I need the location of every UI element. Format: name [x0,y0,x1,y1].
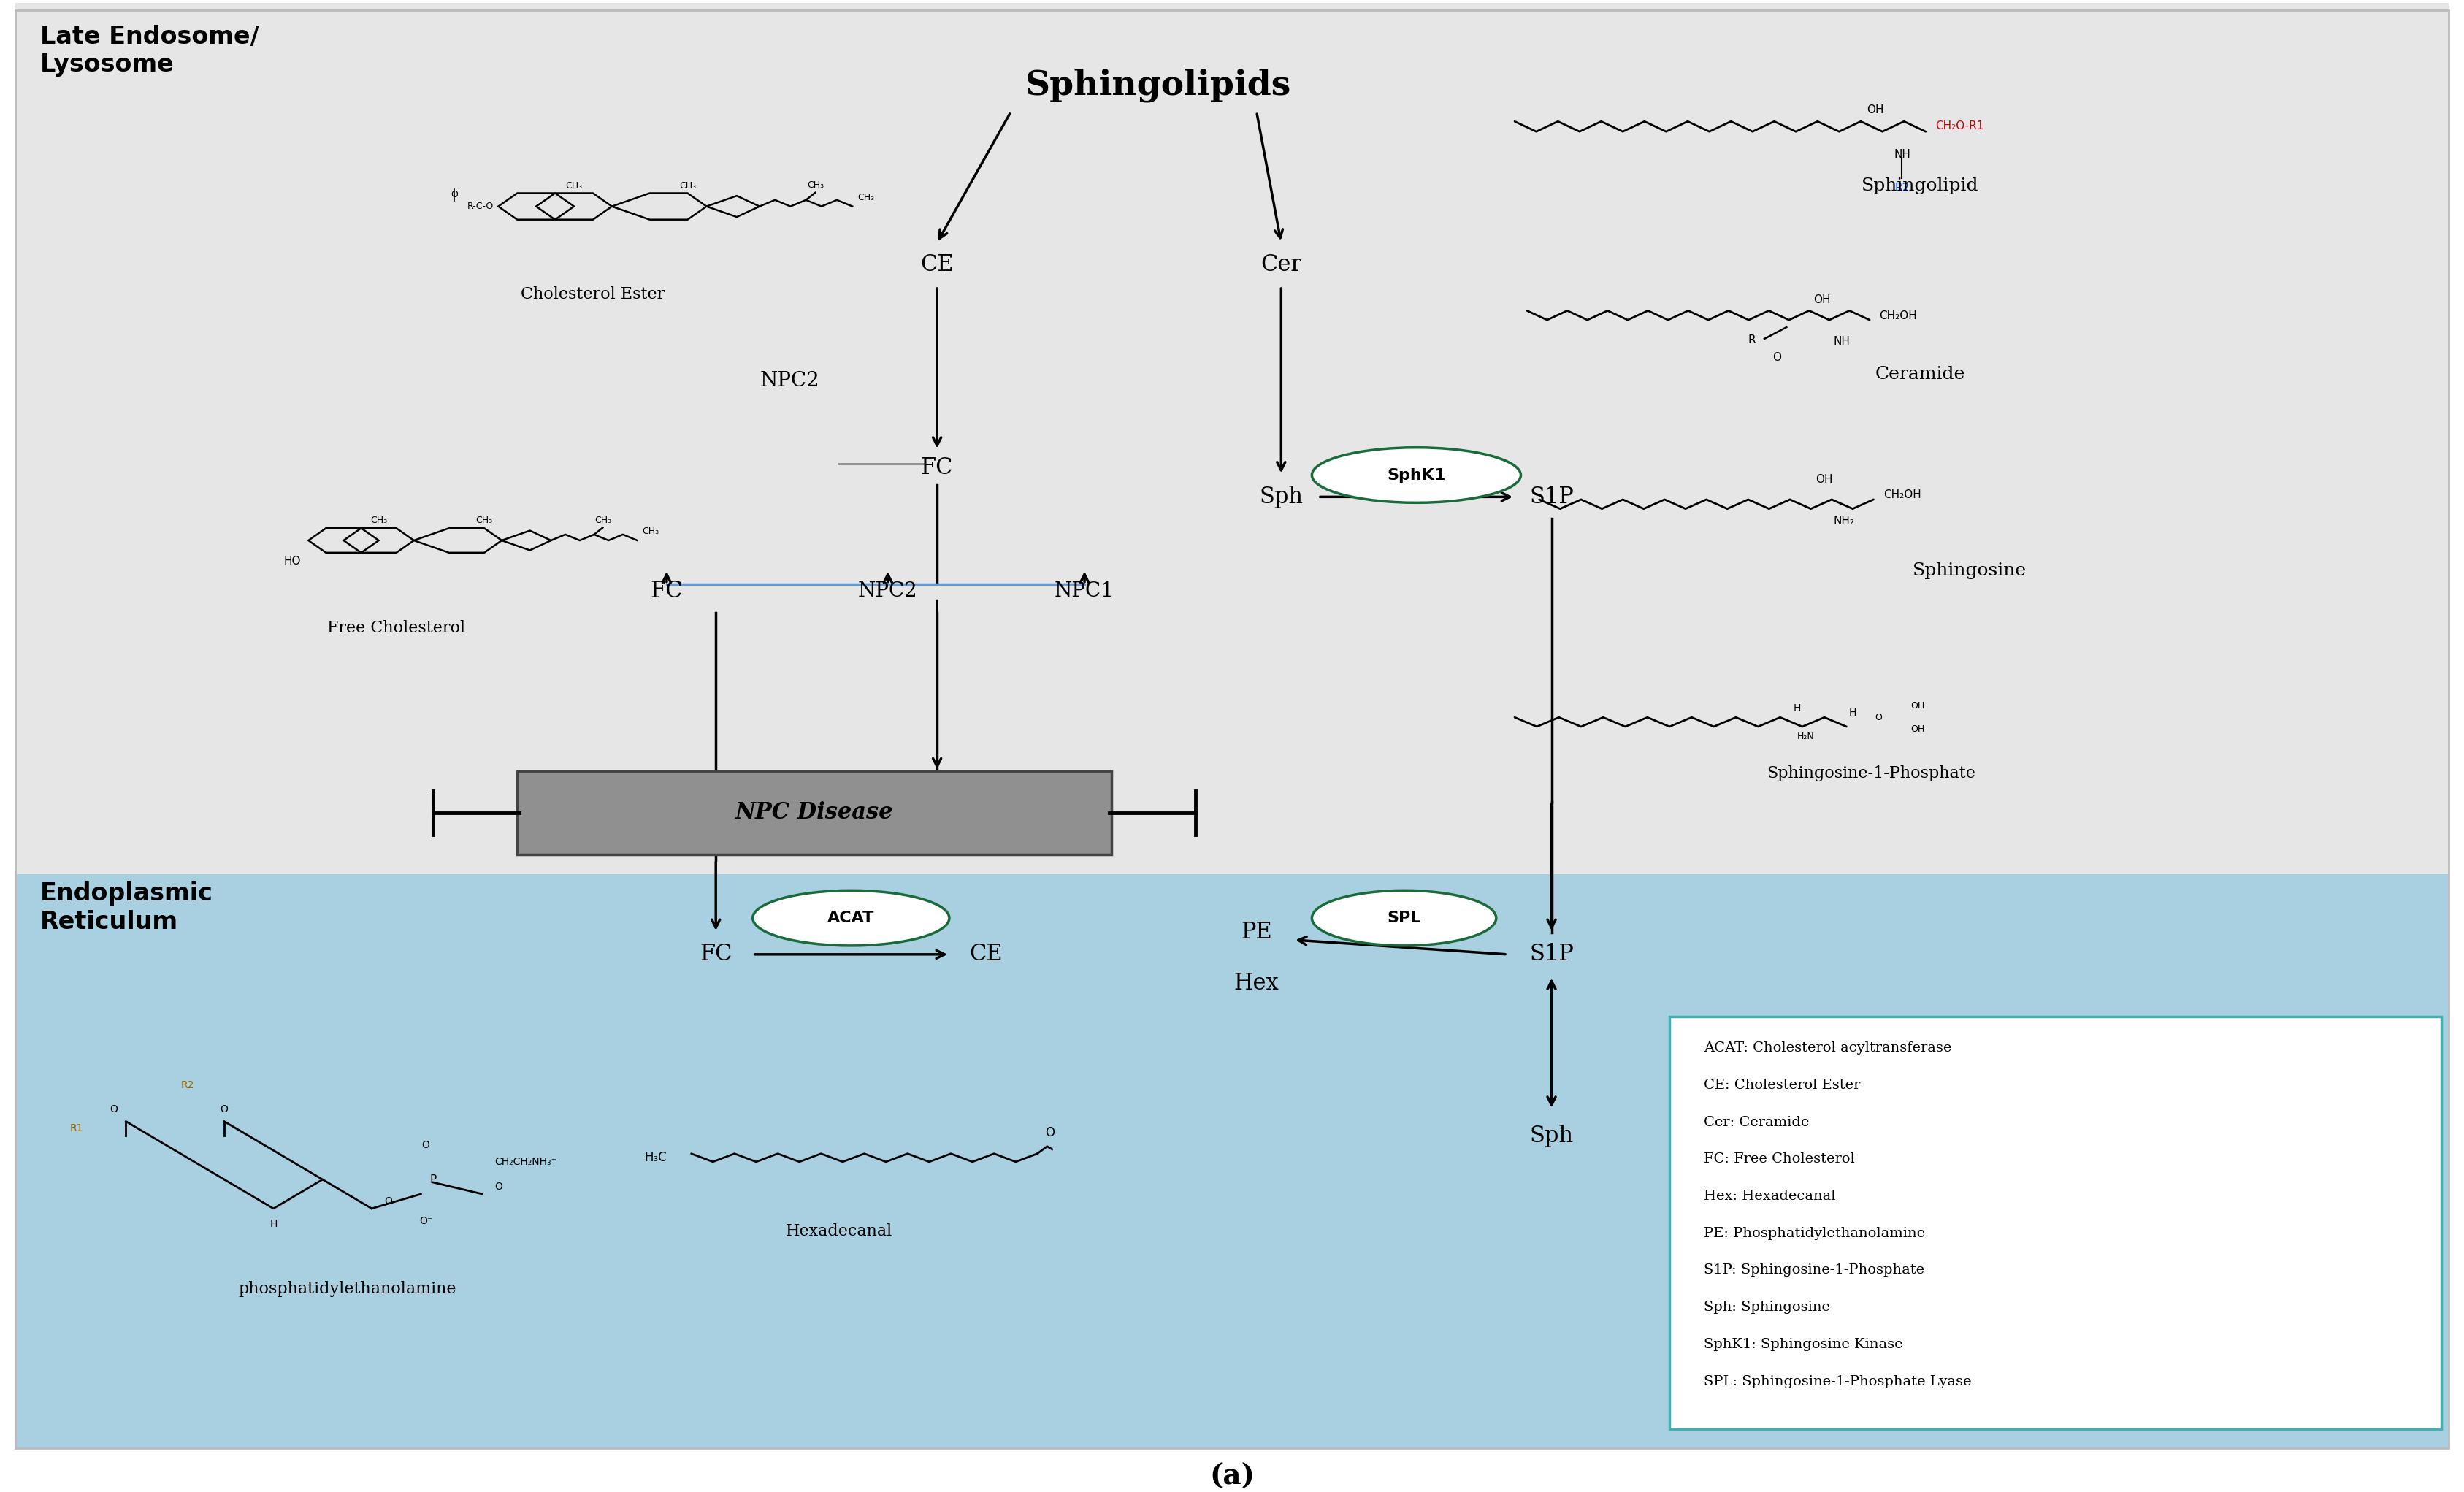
Text: Hexadecanal: Hexadecanal [786,1223,892,1240]
FancyBboxPatch shape [517,771,1111,853]
Text: OH: OH [1816,474,1833,485]
Text: Sphingolipid: Sphingolipid [1863,178,1979,194]
Text: CH₃: CH₃ [567,181,582,191]
Text: O: O [421,1140,429,1150]
Text: Free Cholesterol: Free Cholesterol [328,621,466,637]
Text: Sphingosine: Sphingosine [1912,562,2025,579]
Text: H: H [269,1219,278,1229]
Text: CH₂O-R1: CH₂O-R1 [1934,121,1984,131]
Text: Sph: Sph [1530,1125,1574,1147]
Text: CH₃: CH₃ [370,516,387,525]
Text: S1P: S1P [1530,485,1574,509]
Ellipse shape [1311,891,1496,946]
Text: R2: R2 [180,1080,195,1091]
Text: ACAT: ACAT [828,910,875,925]
Bar [15,874,2449,1449]
FancyBboxPatch shape [1671,1018,2442,1429]
Text: H₃C: H₃C [643,1152,668,1164]
Text: CE: CE [968,943,1003,965]
Text: O⁻: O⁻ [419,1216,434,1226]
Text: O: O [111,1104,118,1115]
Text: Cholesterol Ester: Cholesterol Ester [520,286,665,303]
Text: O: O [1875,713,1882,722]
Text: FC: Free Cholesterol: FC: Free Cholesterol [1705,1153,1855,1165]
Text: CH₃: CH₃ [806,181,823,189]
Text: O: O [1045,1126,1055,1138]
Text: FC: FC [700,943,732,965]
Text: Sphingolipids: Sphingolipids [1025,69,1291,103]
Text: phosphatidylethanolamine: phosphatidylethanolamine [239,1282,456,1297]
Text: PE: Phosphatidylethanolamine: PE: Phosphatidylethanolamine [1705,1226,1924,1240]
Text: FC: FC [922,457,954,479]
Text: SphK1: SphK1 [1387,468,1446,482]
Text: NPC2: NPC2 [857,582,917,601]
Text: H: H [1848,707,1855,718]
Text: O: O [1772,352,1781,363]
Text: ACAT: Cholesterol acyltransferase: ACAT: Cholesterol acyltransferase [1705,1041,1951,1055]
Text: OH: OH [1865,104,1882,115]
Text: P: P [429,1174,436,1185]
Text: Sphingosine-1-Phosphate: Sphingosine-1-Phosphate [1767,765,1976,782]
Text: Late Endosome/
Lysosome: Late Endosome/ Lysosome [39,25,259,76]
Text: NPC1: NPC1 [1055,582,1114,601]
Text: Hex: Hex [1234,973,1279,995]
Text: CH₃: CH₃ [594,515,611,525]
Text: SphK1: Sphingosine Kinase: SphK1: Sphingosine Kinase [1705,1338,1902,1350]
Text: O: O [451,189,458,200]
Text: NPC Disease: NPC Disease [734,801,894,824]
Text: CE: Cholesterol Ester: CE: Cholesterol Ester [1705,1079,1860,1092]
Ellipse shape [752,891,949,946]
Text: NH: NH [1833,336,1850,348]
Text: Sph: Sphingosine: Sph: Sphingosine [1705,1301,1831,1314]
Text: FC: FC [650,580,683,603]
Text: S1P: Sphingosine-1-Phosphate: S1P: Sphingosine-1-Phosphate [1705,1264,1924,1277]
Text: SPL: Sphingosine-1-Phosphate Lyase: SPL: Sphingosine-1-Phosphate Lyase [1705,1374,1971,1388]
Text: CE: CE [922,254,954,276]
Text: CH₃: CH₃ [680,181,695,191]
Text: O: O [495,1182,503,1192]
Text: OH: OH [1814,294,1831,306]
Text: OH: OH [1910,724,1924,734]
Text: S1P: S1P [1530,943,1574,965]
Ellipse shape [1311,448,1520,503]
Text: R2: R2 [1895,182,1910,194]
Text: O: O [384,1197,392,1207]
Text: CH₂OH: CH₂OH [1882,489,1922,501]
Text: CH₃: CH₃ [476,516,493,525]
Text: NH₂: NH₂ [1833,515,1855,527]
Text: Sph: Sph [1259,485,1303,509]
Text: O: O [219,1104,229,1115]
Text: OH: OH [1910,701,1924,710]
Text: PE: PE [1242,921,1271,944]
Text: CH₂CH₂NH₃⁺: CH₂CH₂NH₃⁺ [495,1156,557,1167]
Text: Cer: Ceramide: Cer: Ceramide [1705,1116,1809,1129]
Text: Cer: Cer [1262,254,1301,276]
Text: NPC2: NPC2 [759,372,821,391]
Text: Endoplasmic
Reticulum: Endoplasmic Reticulum [39,882,212,934]
Text: Hex: Hexadecanal: Hex: Hexadecanal [1705,1189,1836,1203]
Text: NH: NH [1895,149,1910,160]
Text: CH₂OH: CH₂OH [1880,310,1917,321]
Text: H: H [1794,703,1801,713]
Text: Ceramide: Ceramide [1875,366,1966,383]
Text: R1: R1 [69,1123,84,1134]
Text: (a): (a) [1210,1462,1254,1491]
Text: CH₃: CH₃ [857,192,875,201]
Text: R-C-O: R-C-O [466,201,493,212]
Bar [15,3,2449,874]
Text: HO: HO [283,555,301,567]
Text: CH₃: CH₃ [643,527,658,536]
Text: H₂N: H₂N [1796,733,1814,742]
Text: SPL: SPL [1387,910,1422,925]
Text: R: R [1749,334,1757,346]
